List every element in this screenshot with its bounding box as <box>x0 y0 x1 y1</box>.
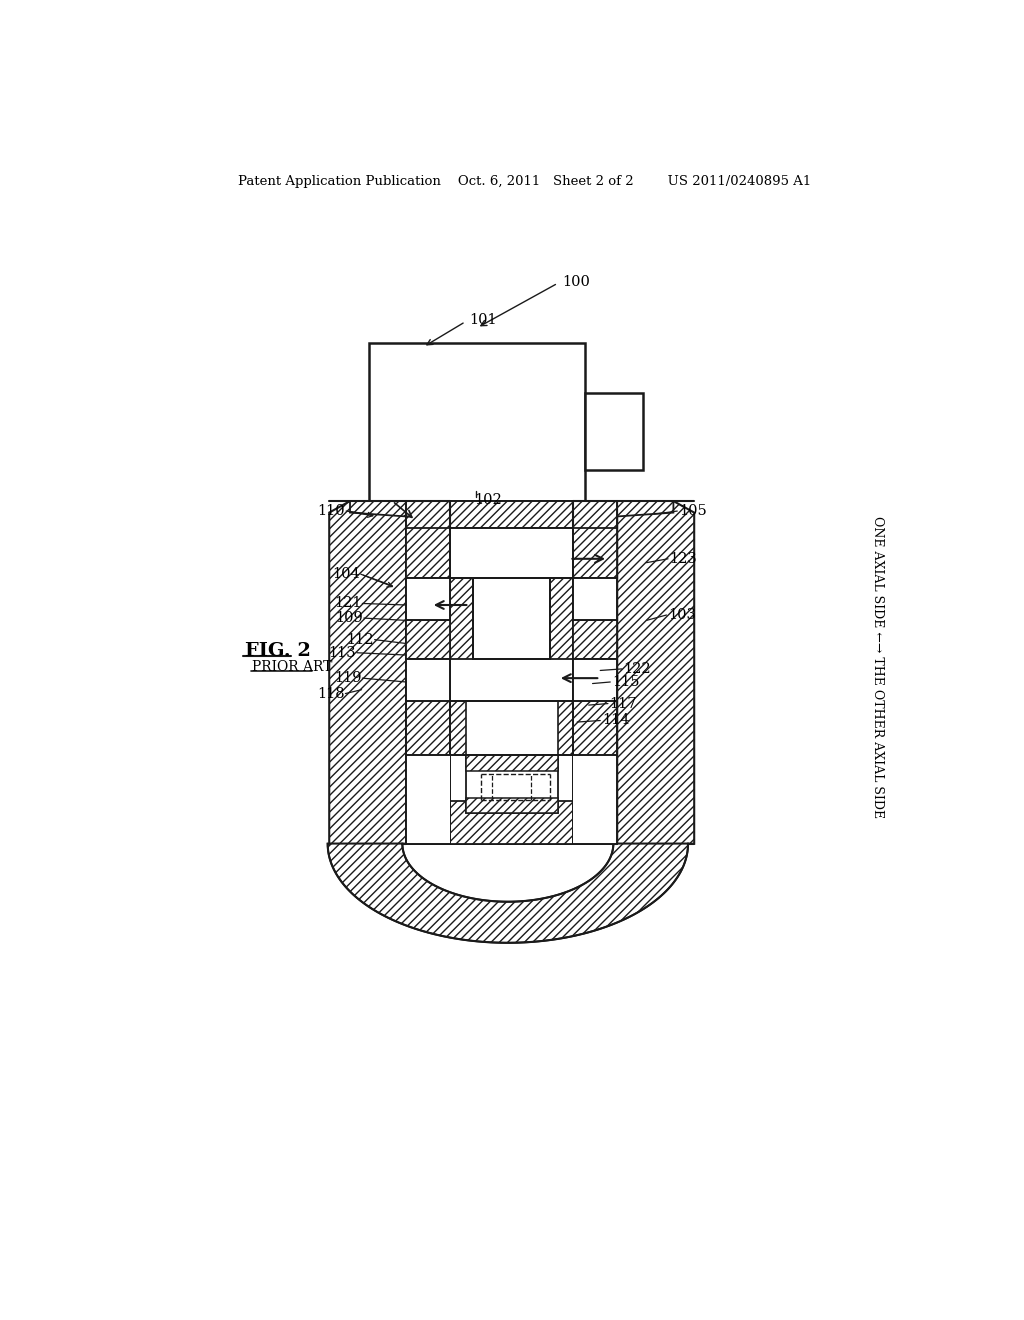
Polygon shape <box>573 502 617 843</box>
Polygon shape <box>617 502 674 516</box>
Polygon shape <box>585 393 643 470</box>
Polygon shape <box>451 578 473 659</box>
Polygon shape <box>451 528 573 843</box>
Polygon shape <box>407 620 451 659</box>
Text: 123: 123 <box>670 552 697 566</box>
Text: 118: 118 <box>317 686 345 701</box>
Polygon shape <box>407 578 451 620</box>
Polygon shape <box>550 578 573 659</box>
Text: FIG. 2: FIG. 2 <box>245 643 310 660</box>
Polygon shape <box>328 843 688 942</box>
Text: 117: 117 <box>609 697 637 710</box>
Text: 103: 103 <box>668 609 696 622</box>
Text: PRIOR ART: PRIOR ART <box>252 660 333 673</box>
Polygon shape <box>473 578 550 659</box>
Polygon shape <box>558 701 573 755</box>
Text: 114: 114 <box>602 714 630 727</box>
Polygon shape <box>466 797 558 813</box>
Polygon shape <box>466 755 558 771</box>
Polygon shape <box>573 755 617 843</box>
Text: 110: 110 <box>317 504 345 517</box>
Polygon shape <box>451 528 573 578</box>
Text: 113: 113 <box>329 645 356 660</box>
Text: 112: 112 <box>346 632 374 647</box>
Polygon shape <box>451 701 573 755</box>
Polygon shape <box>407 755 451 843</box>
Polygon shape <box>370 343 585 502</box>
Polygon shape <box>350 502 407 516</box>
Text: Patent Application Publication    Oct. 6, 2011   Sheet 2 of 2        US 2011/024: Patent Application Publication Oct. 6, 2… <box>239 176 811 189</box>
Text: 115: 115 <box>611 675 639 689</box>
Polygon shape <box>573 528 617 578</box>
Polygon shape <box>407 659 451 701</box>
Text: 119: 119 <box>334 671 361 685</box>
Text: 104: 104 <box>332 568 360 581</box>
Polygon shape <box>407 528 451 578</box>
Polygon shape <box>617 502 694 843</box>
Polygon shape <box>451 701 466 755</box>
Text: 105: 105 <box>679 504 707 517</box>
Polygon shape <box>573 659 617 701</box>
Polygon shape <box>451 502 573 528</box>
Polygon shape <box>573 578 617 620</box>
Text: 100: 100 <box>562 275 590 289</box>
Text: ONE AXIAL SIDE ←→ THE OTHER AXIAL SIDE: ONE AXIAL SIDE ←→ THE OTHER AXIAL SIDE <box>871 516 884 817</box>
Text: 101: 101 <box>469 313 497 327</box>
Polygon shape <box>466 755 558 813</box>
Text: 121: 121 <box>334 597 361 610</box>
Polygon shape <box>451 755 573 843</box>
Text: 102: 102 <box>475 494 503 507</box>
Polygon shape <box>573 620 617 659</box>
Polygon shape <box>407 502 451 843</box>
Text: 109: 109 <box>335 611 364 626</box>
Polygon shape <box>330 502 407 843</box>
Polygon shape <box>451 801 573 843</box>
Text: 122: 122 <box>624 661 651 676</box>
